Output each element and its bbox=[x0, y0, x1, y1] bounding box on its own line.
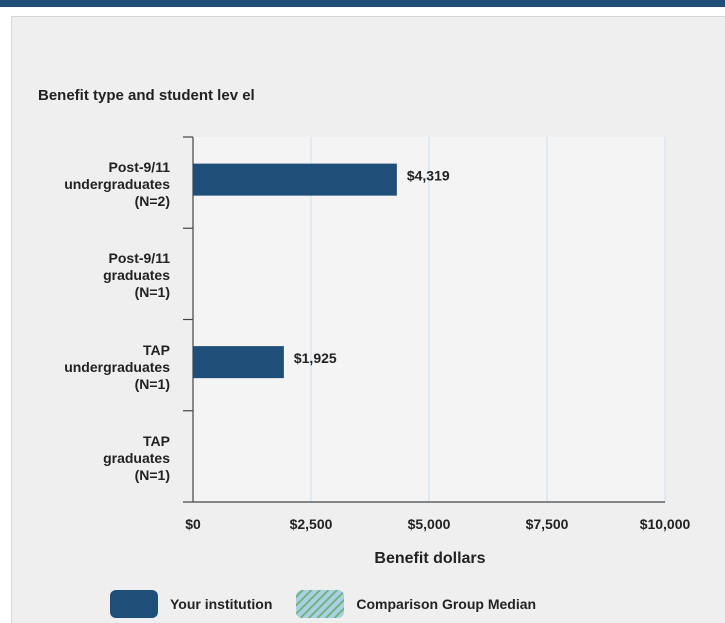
legend-label-institution: Your institution bbox=[170, 596, 273, 612]
y-category-label: TAP graduates (N=1) bbox=[0, 433, 170, 484]
y-category-label-line: (N=2) bbox=[134, 193, 170, 210]
y-category-label-line: Post-9/11 bbox=[108, 250, 170, 267]
chart-legend: Your institution Comparison Group Median bbox=[110, 590, 536, 618]
y-category-label: Post-9/11 graduates (N=1) bbox=[0, 250, 170, 301]
y-category-label-line: TAP bbox=[143, 432, 170, 449]
x-tick-label: $10,000 bbox=[640, 516, 691, 532]
legend-label-median: Comparison Group Median bbox=[356, 596, 537, 612]
y-category-label: Post-9/11 undergraduates (N=2) bbox=[0, 159, 170, 210]
bar bbox=[193, 163, 397, 196]
legend-swatch-institution bbox=[110, 590, 158, 618]
y-axis-title: Benefit type and student lev el bbox=[38, 87, 255, 104]
bar-data-label: $1,925 bbox=[294, 350, 337, 366]
y-category-label-line: Post-9/11 bbox=[108, 159, 170, 176]
x-tick-label: $5,000 bbox=[408, 516, 451, 532]
y-category-label: TAP undergraduates (N=1) bbox=[0, 342, 170, 393]
y-category-label-line: (N=1) bbox=[134, 284, 170, 301]
y-category-label-line: graduates bbox=[103, 267, 170, 284]
top-accent-bar bbox=[0, 0, 725, 7]
legend-swatch-median bbox=[296, 590, 345, 618]
x-tick-label: $2,500 bbox=[290, 516, 333, 532]
x-tick-label: $7,500 bbox=[526, 516, 569, 532]
y-category-label-line: undergraduates bbox=[64, 176, 170, 193]
y-category-label-line: (N=1) bbox=[134, 466, 170, 483]
x-tick-label: $0 bbox=[185, 516, 201, 532]
y-category-label-line: TAP bbox=[143, 341, 170, 358]
x-axis-title: Benefit dollars bbox=[374, 550, 486, 567]
y-category-label-line: (N=1) bbox=[134, 375, 170, 392]
y-category-label-line: graduates bbox=[103, 449, 170, 466]
bar bbox=[193, 346, 284, 379]
bar-data-label: $4,319 bbox=[407, 168, 450, 184]
y-category-label-line: undergraduates bbox=[64, 358, 170, 375]
